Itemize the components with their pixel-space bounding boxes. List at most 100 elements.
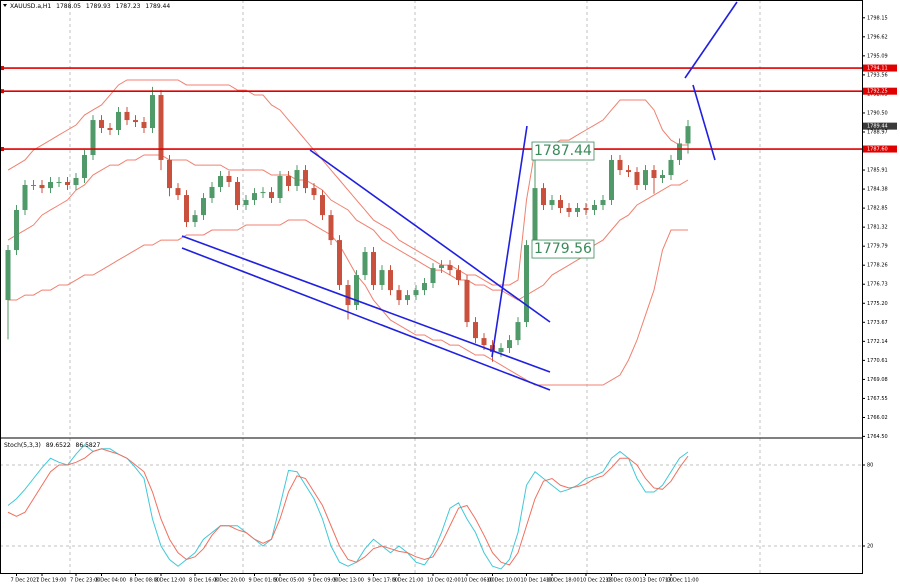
candle-body: [116, 111, 121, 130]
candle-body: [303, 170, 308, 189]
y-tick-label: 1788.97: [867, 129, 888, 135]
candle-body: [14, 209, 19, 251]
price-annotation-box: [531, 141, 595, 161]
candle-body: [184, 195, 189, 223]
band-line: [8, 219, 688, 386]
x-tick-label: 8 Dec 20:00: [215, 578, 245, 584]
candle-body: [107, 128, 113, 130]
candle-body: [456, 270, 461, 281]
candle-body: [379, 270, 385, 285]
x-tick-label: 10 Dec 18:00: [546, 578, 580, 584]
candle-body: [175, 188, 181, 196]
level-marker: [0, 66, 4, 71]
candle-body: [286, 176, 291, 186]
candle-body: [235, 181, 240, 206]
candle-body: [532, 188, 538, 246]
y-tick-label: 1764.50: [867, 434, 888, 440]
candle-body: [464, 280, 470, 323]
candle-body: [549, 200, 555, 206]
candle-body: [226, 176, 232, 182]
y-tick-label: 1775.20: [867, 301, 888, 307]
candle-body: [626, 170, 631, 173]
candle-body: [133, 120, 138, 123]
x-tick-label: 8 Dec 16:00: [189, 578, 219, 584]
x-tick-label: 8 Dec 04:00: [96, 578, 126, 584]
x-tick-label: 10 Dec 14:00: [521, 578, 555, 584]
y-tick-label: 1778.26: [867, 263, 888, 269]
candle-body: [481, 338, 487, 346]
y-tick-label: 1795.09: [867, 53, 888, 59]
candle-body: [396, 290, 402, 301]
level-marker: [0, 147, 4, 152]
price-annotation: 1787.44: [534, 143, 592, 159]
candle-body: [660, 175, 665, 179]
y-tick-label: 1767.55: [867, 396, 888, 402]
x-tick-label: 9 Dec 05:00: [274, 578, 304, 584]
candle-body: [294, 170, 300, 186]
candle-body: [566, 207, 572, 212]
y-tick-label: 1766.02: [867, 415, 888, 421]
candle-body: [337, 240, 342, 285]
candle-body: [592, 205, 597, 210]
candle-body: [65, 181, 70, 185]
y-tick-label: 1790.50: [867, 110, 888, 116]
candle-body: [498, 348, 504, 353]
trend-line: [684, 1, 738, 79]
level-label-box: [863, 87, 897, 95]
y-tick-label: 1769.08: [867, 377, 888, 383]
x-tick-label: 10 Dec 22:00: [580, 578, 614, 584]
y-tick-label: 1784.38: [867, 187, 888, 193]
candle-body: [515, 322, 521, 341]
y-tick-label: 80: [867, 463, 873, 469]
candle-body: [405, 295, 410, 301]
candle-body: [48, 181, 53, 189]
x-tick-label: 13 Dec 11:00: [665, 578, 699, 584]
x-tick-label: 9 Dec 21:00: [393, 578, 423, 584]
candle-body: [31, 184, 36, 186]
x-tick-label: 10 Dec 02:00: [427, 578, 461, 584]
y-tick-label: 1772.14: [867, 339, 888, 345]
candle-body: [260, 192, 266, 194]
candle-body: [269, 192, 274, 199]
candle-body: [218, 176, 223, 187]
candle-body: [600, 200, 606, 206]
candle-body: [371, 252, 376, 285]
x-tick-label: 10 Dec 10:00: [487, 578, 521, 584]
level-label-box: [863, 145, 897, 153]
trend-line: [309, 149, 551, 323]
candle-body: [362, 252, 368, 276]
candle-body: [124, 111, 130, 121]
price-annotation: 1779.56: [534, 241, 592, 257]
indicator-k: 89.6522: [46, 442, 71, 449]
trend-line: [181, 235, 551, 373]
candle-body: [447, 265, 453, 271]
trend-line: [692, 84, 716, 161]
candle-body: [320, 195, 325, 216]
y-tick-label: 1770.61: [867, 358, 888, 364]
x-tick-label: 9 Dec 01:00: [249, 578, 279, 584]
candle-body: [90, 120, 96, 155]
last-price-box: [863, 122, 897, 130]
candle-body: [167, 159, 172, 189]
ohlc-open: 1788.05: [56, 3, 81, 10]
indicator-d: 86.5827: [76, 442, 101, 449]
candle-body: [354, 275, 359, 306]
candle-body: [583, 207, 589, 210]
candle-body: [209, 186, 215, 199]
indicator-line: [7, 448, 689, 566]
trend-lines: [181, 1, 738, 391]
candle-body: [651, 170, 657, 179]
y-tick-label: 1798.15: [867, 15, 888, 21]
level-label: 1787.60: [867, 147, 888, 153]
candle-body: [422, 283, 427, 291]
candle-body: [5, 250, 11, 301]
x-tick-label: 8 Dec 08:00: [130, 578, 160, 584]
candle-body: [388, 270, 393, 291]
y-tick-label: 1796.62: [867, 34, 888, 40]
candle-body: [56, 181, 62, 183]
candle-body: [643, 170, 648, 185]
candle-body: [413, 290, 419, 296]
symbol: XAUUSD.a,H1: [10, 3, 51, 10]
candle-body: [558, 200, 563, 208]
